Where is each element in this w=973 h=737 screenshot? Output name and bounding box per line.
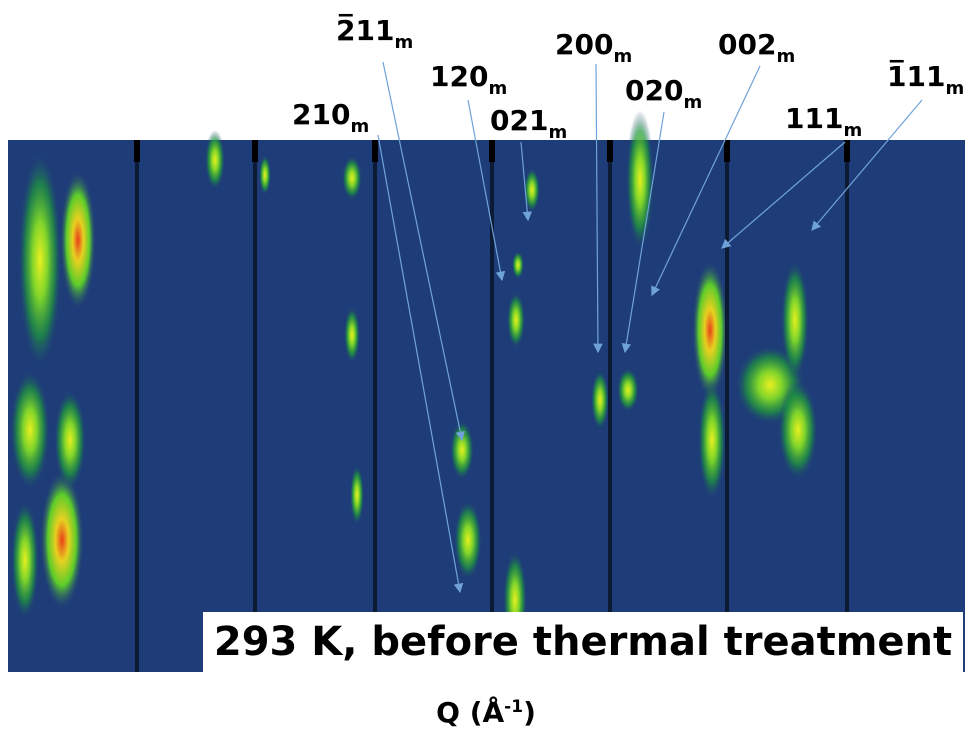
arrow <box>811 99 923 231</box>
peak-label-text: 2̅11 <box>336 13 394 47</box>
peak-label: 002m <box>718 28 795 67</box>
spot <box>18 150 62 370</box>
peak-label: 021m <box>490 104 567 143</box>
peak-label-text: 1̅11 <box>887 59 945 93</box>
peak-label-sub: m <box>350 116 369 137</box>
spot <box>10 370 50 490</box>
spot <box>344 307 360 363</box>
spot <box>40 470 84 610</box>
spot <box>205 130 225 190</box>
peak-label-text: 210 <box>292 98 350 131</box>
arrow <box>621 111 665 354</box>
spot <box>617 368 639 412</box>
spot <box>512 251 524 279</box>
spot <box>454 500 482 580</box>
arrow <box>651 65 761 297</box>
panel-notch <box>252 140 258 162</box>
spot <box>626 110 654 250</box>
peak-label-sub: m <box>945 78 964 99</box>
peak-label: 210m <box>292 98 369 137</box>
spot <box>524 168 540 212</box>
spot <box>507 292 525 348</box>
panel-gap <box>490 140 494 672</box>
axis-label-sup: -1 <box>504 697 523 717</box>
panel-notch <box>844 140 850 162</box>
diffraction-spots <box>10 110 818 650</box>
peak-label-sub: m <box>843 120 862 141</box>
panel-notch <box>372 140 378 162</box>
axis-label: Q (Å-1) <box>436 695 536 729</box>
panel-notch <box>724 140 730 162</box>
arrow <box>377 134 464 594</box>
peak-label: 111m <box>785 102 862 141</box>
peak-label-text: 002 <box>718 28 776 61</box>
peak-label-sub: m <box>776 46 795 67</box>
spot <box>259 155 271 195</box>
peak-label-text: 200 <box>555 28 613 61</box>
panel-gap <box>608 140 612 672</box>
peak-label-sub: m <box>394 32 413 53</box>
peak-label-sub: m <box>613 46 632 67</box>
panel-notch <box>607 140 613 162</box>
axis-label-close: ) <box>523 696 536 729</box>
peak-label: 2̅11m <box>336 13 413 53</box>
peak-label-text: 021 <box>490 104 548 137</box>
peak-label-sub: m <box>548 122 567 143</box>
panel-notch <box>134 140 140 162</box>
arrow <box>721 141 846 249</box>
peak-label-sub: m <box>488 78 507 99</box>
spot <box>11 500 39 620</box>
spot <box>350 465 364 525</box>
axis-label-text: Q (Å <box>436 695 504 729</box>
spot <box>450 420 474 480</box>
panel-notch <box>489 140 495 162</box>
spot <box>781 260 809 380</box>
spot <box>54 390 86 490</box>
detector-image <box>8 140 965 672</box>
panel-gap <box>845 140 849 672</box>
spot <box>591 370 609 430</box>
spot <box>60 170 96 310</box>
peak-label-text: 020 <box>625 74 683 107</box>
peak-label-sub: m <box>683 92 702 113</box>
caption: 293 K, before thermal treatment <box>214 619 952 665</box>
panel-gap <box>373 140 377 672</box>
panel-gap <box>253 140 257 672</box>
detector-gaps <box>134 140 850 672</box>
spot <box>342 156 362 200</box>
arrow <box>593 63 603 354</box>
peak-label-text: 111 <box>785 102 843 135</box>
panel-gap <box>135 140 139 672</box>
spot <box>692 260 728 400</box>
caption-box <box>203 612 963 672</box>
panel-gap <box>725 140 729 672</box>
arrow <box>520 141 533 222</box>
peak-label: 200m <box>555 28 632 67</box>
peak-label-text: 120 <box>430 60 488 93</box>
peak-label: 120m <box>430 60 507 99</box>
spot <box>778 380 818 480</box>
peak-label: 1̅11m <box>887 59 964 99</box>
arrows <box>377 61 923 594</box>
peak-label: 020m <box>625 74 702 113</box>
spot <box>698 380 726 500</box>
arrow <box>467 99 506 282</box>
arrow <box>382 61 465 442</box>
